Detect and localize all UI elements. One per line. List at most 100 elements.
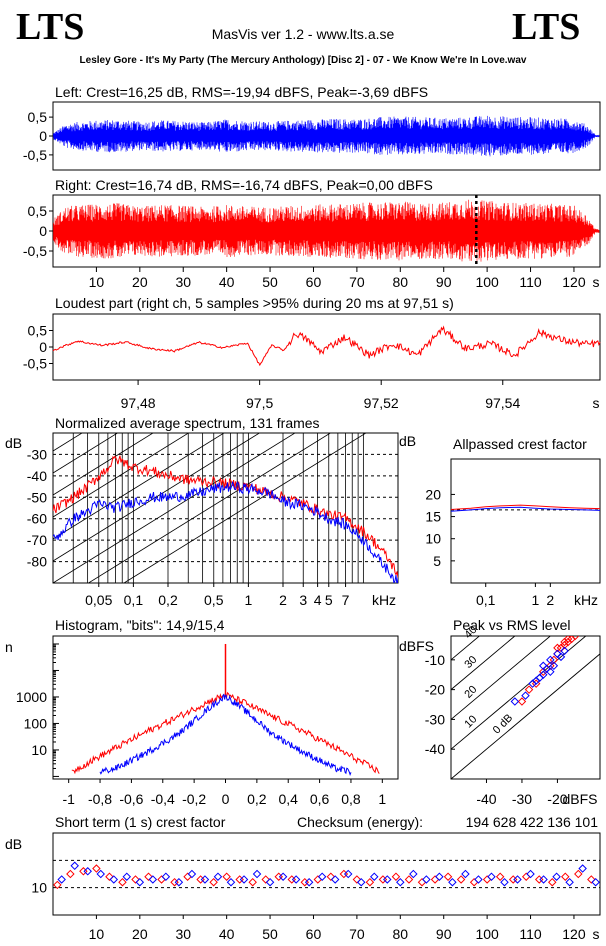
right-xtick-label: 60 [306, 274, 322, 290]
short-term-crest-point-right [70, 861, 79, 871]
allpassed-crest-ylabel: dB [399, 433, 416, 449]
right-xtick-label: 70 [349, 274, 365, 290]
short-term-crest-point-right [448, 877, 457, 887]
short-term-crest-xtick-label: 110 [519, 926, 542, 942]
right-xtick-label: 110 [519, 274, 542, 290]
allpassed-crest-series-left [450, 504, 601, 510]
histogram-series-left [71, 691, 380, 775]
app-title: MasVis ver 1.2 - www.lts.a.se [211, 26, 395, 42]
short-term-crest-point-right [148, 875, 158, 884]
short-term-crest-point-left [430, 875, 440, 884]
peak-vs-rms-crest-line [451, 653, 600, 779]
allpassed-crest-ytick-label: 15 [425, 509, 441, 525]
short-term-crest-point-left [209, 877, 218, 887]
allpassed-crest-ytick-label: 20 [425, 486, 441, 502]
peak-vs-rms-point-right [538, 670, 548, 679]
short-term-crest-point-right [96, 869, 105, 879]
short-term-crest-point-left [521, 872, 531, 881]
spectrum-series-right [53, 481, 398, 583]
peak-vs-rms-ytick-label: -20 [425, 682, 445, 698]
short-term-crest-point-right [304, 877, 314, 887]
peak-vs-rms-xtick-label: -20 [547, 791, 567, 807]
short-term-crest-point-right [278, 872, 288, 881]
short-term-crest-point-left [404, 875, 414, 884]
peak-vs-rms-point-right [556, 652, 566, 662]
spectrum-ytick-label: -80 [27, 554, 47, 570]
short-term-crest-point-left [574, 869, 583, 879]
right-waveform [53, 199, 600, 263]
short-term-crest-point-left [170, 877, 179, 887]
short-term-crest-point-right [226, 877, 236, 887]
short-term-crest-point-right [330, 875, 340, 884]
short-term-crest-xtick-label: 40 [219, 926, 235, 942]
allpassed-crest-xtick-label: 2 [546, 592, 554, 608]
histogram-xtick-label: 0,2 [247, 791, 267, 807]
short-term-crest-point-right [135, 877, 145, 887]
short-term-crest-point-left [118, 877, 127, 887]
short-term-crest-point-left [339, 869, 349, 879]
short-term-crest-point-left [274, 872, 283, 881]
spectrum-ylabel: dB [5, 435, 22, 451]
allpassed-crest-series-right [450, 506, 601, 512]
short-term-crest-point-left [469, 877, 479, 887]
short-term-crest-point-right [422, 875, 431, 884]
short-term-crest-ylabel: dB [5, 836, 22, 852]
short-term-crest-point-left [326, 872, 336, 881]
short-term-crest-point-left [561, 872, 570, 881]
spectrum-xtick-label: 7 [342, 592, 350, 608]
spectrum-xlabel: kHz [372, 592, 396, 608]
spectrum-xtick-label: 5 [325, 592, 333, 608]
peak-vs-rms-title: Peak vs RMS level [453, 617, 570, 633]
short-term-crest-point-left [365, 877, 375, 887]
short-term-crest-point-right [57, 875, 66, 884]
spectrum-slope-line [123, 433, 367, 583]
spectrum-slope-line [53, 433, 190, 518]
left-ytick-label: -0,5 [23, 147, 47, 163]
spectrum-slope-line [53, 433, 261, 562]
right-title: Right: Crest=16,74 dB, RMS=-16,74 dBFS, … [55, 177, 433, 193]
right-xtick-label: 40 [219, 274, 235, 290]
short-term-crest-point-left [66, 869, 75, 879]
left-ytick-label: 0 [39, 128, 47, 144]
short-term-crest-point-right [122, 872, 132, 881]
short-term-crest-point-left [157, 875, 166, 884]
histogram-xtick-label: -0,2 [182, 791, 206, 807]
right-ytick-label: 0 [39, 223, 47, 239]
spectrum-xtick-label: 0,2 [158, 592, 178, 608]
short-term-crest-xtick-label: 100 [475, 926, 499, 942]
peak-vs-rms-plot [451, 636, 600, 779]
right-xtick-label: 20 [132, 274, 148, 290]
short-term-crest-point-right [487, 872, 496, 881]
short-term-crest-frame [52, 832, 601, 916]
short-term-crest-point-right [187, 869, 197, 879]
short-term-crest-point-right [513, 875, 522, 884]
short-term-crest-point-right [500, 877, 509, 887]
short-term-crest-point-right [474, 875, 483, 884]
right-xtick-label: 10 [89, 274, 105, 290]
short-term-crest-point-right [435, 872, 444, 881]
short-term-crest-point-left [482, 875, 492, 884]
short-term-crest-point-left [300, 877, 310, 887]
right-xtick-label: 80 [393, 274, 409, 290]
short-term-crest-point-right [356, 877, 366, 887]
short-term-crest-point-left [183, 872, 192, 881]
short-term-crest-xtick-label: 10 [89, 926, 105, 942]
peak-vs-rms-point-left [563, 636, 573, 644]
spectrum-slope-line [53, 433, 225, 540]
peak-vs-rms-point-right [546, 655, 555, 665]
spectrum-xtick-label: 0,05 [85, 592, 112, 608]
logo-left: LTS [16, 6, 85, 48]
peak-vs-rms-point-right [546, 667, 555, 676]
short-term-crest-point-right [409, 869, 418, 879]
short-term-crest-point-right [200, 875, 210, 884]
loudest-trace [52, 325, 601, 367]
histogram-xtick-label: 0,8 [341, 791, 361, 807]
peak-vs-rms-crest-label: 0 dB [491, 712, 515, 736]
histogram-xtick-label: 0 [222, 791, 230, 807]
spectrum-xtick-label: 0,5 [204, 592, 224, 608]
loudest-ytick-label: 0 [39, 339, 47, 355]
spectrum-xtick-label: 1 [244, 592, 252, 608]
spectrum-slope-line [87, 433, 332, 583]
loudest-xunit-label: s [593, 395, 600, 411]
right-xunit-label: s [593, 274, 600, 290]
